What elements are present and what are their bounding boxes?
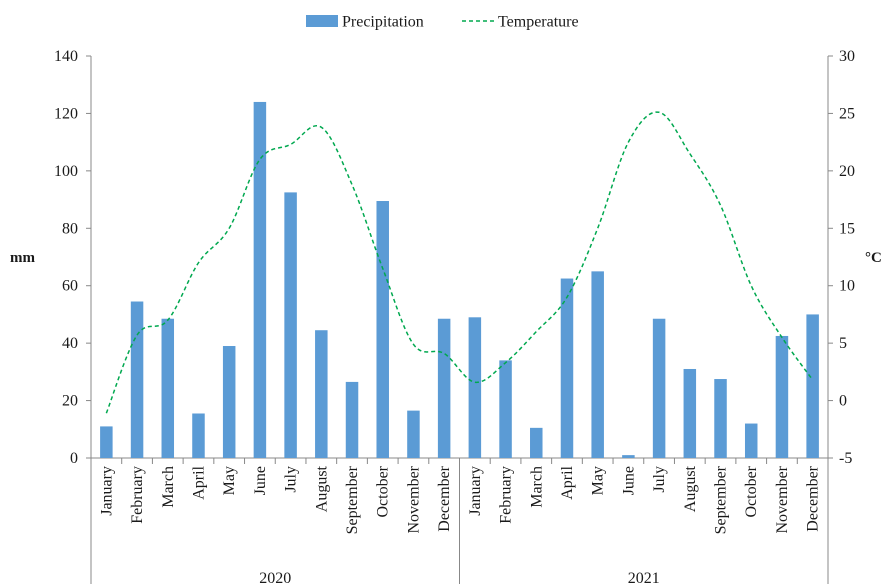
precipitation-bar: [560, 278, 574, 458]
x-category-label: July: [283, 466, 300, 493]
left-tick-label: 120: [54, 105, 78, 122]
precipitation-bar: [130, 301, 144, 458]
precipitation-bar: [253, 101, 267, 458]
x-category-label: January: [98, 466, 115, 516]
right-axis-title: °C: [865, 250, 882, 266]
legend-swatch-precipitation: [306, 15, 338, 27]
left-tick-label: 20: [62, 393, 78, 410]
x-category-label: May: [590, 466, 607, 495]
left-tick-label: 0: [70, 450, 78, 467]
x-category-label: April: [190, 465, 207, 499]
x-category-label: December: [436, 465, 453, 531]
axes: [86, 55, 833, 584]
x-category-label: September: [344, 465, 361, 534]
right-tick-label: 25: [839, 105, 855, 122]
x-category-label: April: [559, 465, 576, 499]
x-category-label: May: [221, 466, 238, 495]
precipitation-bar: [499, 360, 512, 458]
right-tick-label: 0: [839, 393, 847, 410]
x-category-label: November: [405, 465, 422, 533]
x-category-label: June: [252, 466, 269, 495]
precipitation-bar: [591, 271, 604, 458]
precipitation-bar: [192, 413, 205, 458]
temperature-series-line: [105, 111, 814, 414]
precipitation-bar: [345, 381, 359, 458]
x-category-label: August: [682, 465, 699, 512]
temperature-line: [105, 111, 814, 414]
right-tick-label: 30: [839, 48, 855, 65]
left-tick-label: 40: [62, 335, 78, 352]
left-axis-title: mm: [10, 250, 35, 266]
x-category-label: July: [651, 466, 668, 493]
x-category-label: October: [743, 465, 760, 517]
x-category-label: January: [467, 466, 484, 516]
precipitation-bar: [407, 410, 420, 458]
x-category-label: February: [498, 466, 515, 524]
precipitation-bar: [806, 314, 819, 458]
precipitation-bar: [100, 426, 113, 458]
x-category-label: August: [313, 465, 330, 512]
legend: Precipitation Temperature: [306, 14, 579, 31]
precipitation-bar: [714, 379, 727, 458]
right-tick-label: 10: [839, 278, 855, 295]
precipitation-bar: [468, 317, 482, 458]
precipitation-bar: [744, 423, 758, 458]
right-tick-label: 15: [839, 220, 855, 237]
right-tick-label: 20: [839, 163, 855, 180]
group-label: 2020: [259, 570, 291, 587]
x-category-label: March: [528, 466, 545, 508]
precipitation-bar: [376, 201, 389, 458]
precipitation-bar: [222, 346, 236, 458]
x-category-label: February: [129, 466, 146, 524]
left-tick-label: 80: [62, 220, 78, 237]
precipitation-bar: [622, 455, 635, 458]
precipitation-bar: [652, 318, 666, 458]
x-category-label: June: [620, 466, 637, 495]
group-label: 2021: [628, 570, 660, 587]
left-tick-label: 60: [62, 278, 78, 295]
left-tick-label: 100: [54, 163, 78, 180]
tick-labels: 0 20 40 60 80 100 120 140 -5 0 5 10 15 20 25 30 January F…: [54, 48, 855, 587]
x-category-label: November: [774, 465, 791, 533]
precipitation-bar: [683, 368, 697, 458]
legend-label-precipitation: Precipitation: [342, 14, 424, 31]
precipitation-bar: [284, 192, 297, 458]
precipitation-bar: [775, 335, 789, 458]
precipitation-bars: [100, 101, 819, 458]
left-tick-label: 140: [54, 48, 78, 65]
legend-label-temperature: Temperature: [498, 14, 579, 31]
right-tick-label: -5: [839, 450, 852, 467]
x-category-label: December: [805, 465, 822, 531]
x-category-label: March: [160, 466, 177, 508]
precipitation-bar: [530, 427, 543, 458]
x-category-label: September: [713, 465, 730, 534]
precipitation-bar: [437, 318, 451, 458]
right-tick-label: 5: [839, 335, 847, 352]
precipitation-bar: [161, 318, 175, 458]
precipitation-bar: [315, 330, 328, 458]
x-category-label: October: [375, 465, 392, 517]
